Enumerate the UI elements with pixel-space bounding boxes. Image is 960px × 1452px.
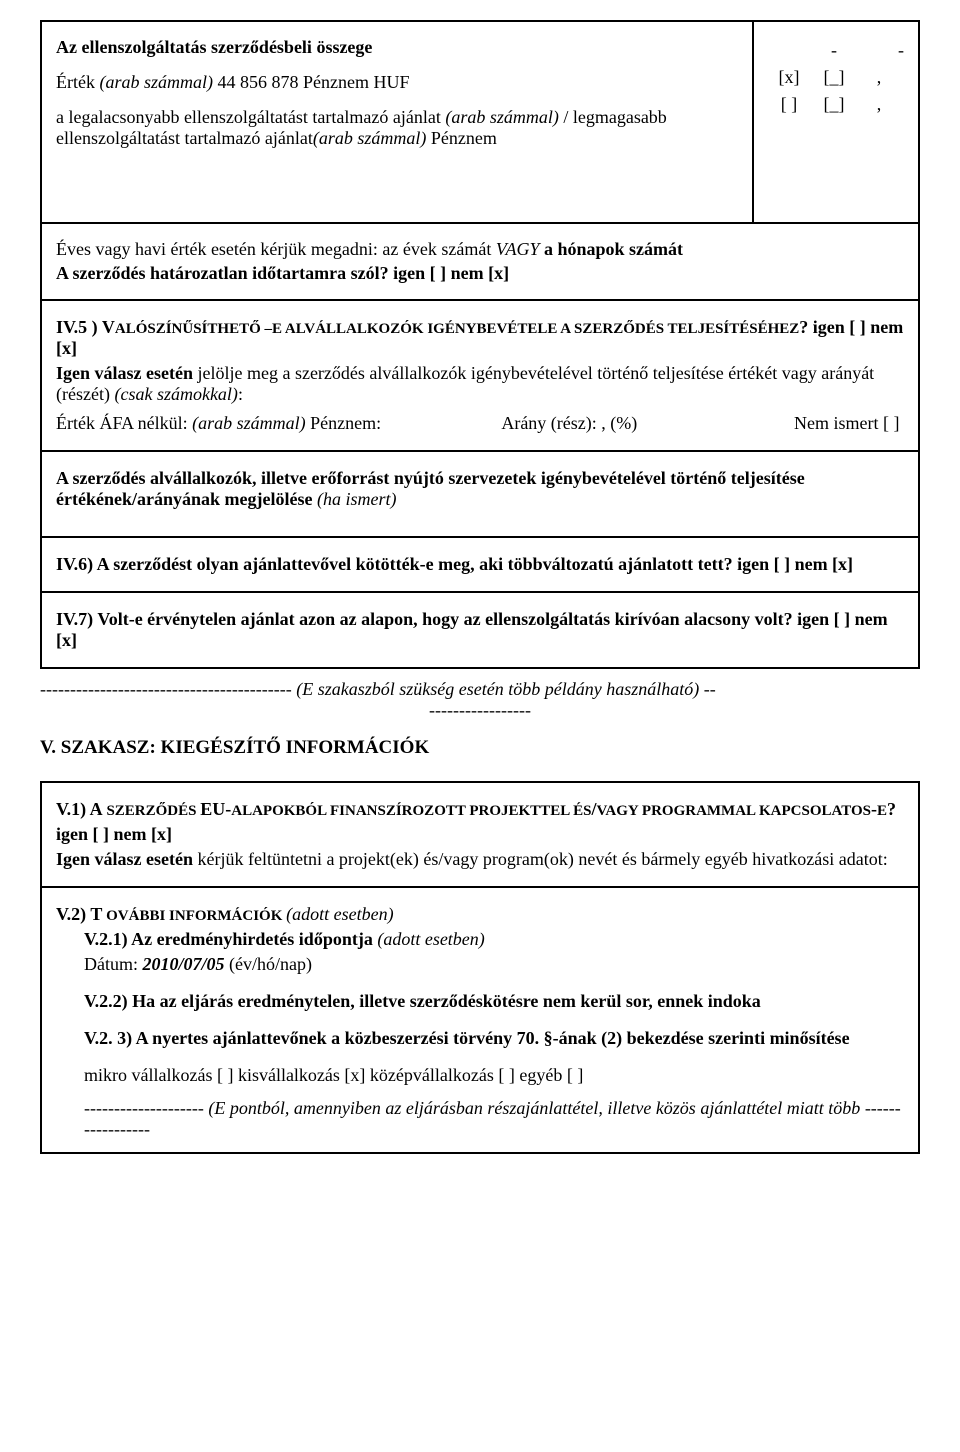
row-iv5: IV.5 ) VALÓSZÍNŰSÍTHETŐ –E ALVÁLLALKOZÓK… bbox=[42, 301, 918, 450]
iv5-desc: Igen válasz esetén jelölje meg a szerződ… bbox=[56, 363, 904, 405]
iv5-title: IV.5 ) VALÓSZÍNŰSÍTHETŐ –E ALVÁLLALKOZÓK… bbox=[56, 317, 904, 359]
t: IV.5 ) V bbox=[56, 317, 115, 337]
eves-line2: A szerződés határozatlan időtartamra szó… bbox=[56, 263, 904, 284]
ertek-line: Érték (arab számmal) 44 856 878 Pénznem … bbox=[56, 72, 744, 93]
t: (csak számokkal) bbox=[114, 384, 237, 404]
top-dashes: - - bbox=[764, 40, 912, 61]
t: (E pontból, amennyiben az eljárásban rés… bbox=[204, 1098, 865, 1118]
t: Igen válasz esetén bbox=[56, 363, 193, 383]
t: Dátum: bbox=[84, 954, 143, 974]
check-row-2: [ ] [_] , bbox=[764, 94, 912, 115]
t: Igen válasz esetén bbox=[56, 849, 193, 869]
row-v1: V.1) A SZERZŐDÉS EU-ALAPOKBÓL FINANSZÍRO… bbox=[42, 783, 918, 886]
v23-options: mikro vállalkozás [ ] kisvállalkozás [x]… bbox=[84, 1065, 904, 1086]
t: E bbox=[877, 803, 887, 819]
t: (arab számmal) bbox=[445, 107, 559, 127]
arany: Arány (rész): , (%) bbox=[501, 413, 794, 434]
page: Az ellenszolgáltatás szerződésbeli össze… bbox=[20, 0, 940, 1174]
t: kérjük feltüntetni a projekt(ek) és/vagy… bbox=[193, 849, 888, 869]
t: V.1) A bbox=[56, 799, 103, 819]
t: OVÁBBI INFORMÁCIÓK bbox=[102, 908, 286, 924]
t: (adott esetben) bbox=[286, 904, 393, 924]
min-max-line: a legalacsonyabb ellenszolgáltatást tart… bbox=[56, 107, 744, 149]
dash: ----------------------------------------… bbox=[40, 679, 292, 699]
check-row-1: [x] [_] , bbox=[764, 67, 912, 88]
checkbox[interactable]: [ ] bbox=[764, 94, 814, 115]
v2-title: V.2) T OVÁBBI INFORMÁCIÓK (adott esetben… bbox=[56, 904, 904, 925]
iv7-text: IV.7) Volt-e érvénytelen ajánlat azon az… bbox=[56, 609, 904, 651]
alvall-text: A szerződés alvállalkozók, illetve erőfo… bbox=[56, 468, 904, 510]
row-eves-havi: Éves vagy havi érték esetén kérjük megad… bbox=[42, 224, 918, 299]
v2-body: V.2.1) Az eredményhirdetés időpontja (ad… bbox=[56, 929, 904, 1140]
section-v-box: V.1) A SZERZŐDÉS EU-ALAPOKBÓL FINANSZÍRO… bbox=[40, 781, 920, 1154]
v1-igen-nem: igen [ ] nem [x] bbox=[56, 824, 904, 845]
t: a legalacsonyabb ellenszolgáltatást tart… bbox=[56, 107, 445, 127]
t: Érték bbox=[56, 72, 99, 92]
ellenszolg-title: Az ellenszolgáltatás szerződésbeli össze… bbox=[56, 37, 744, 58]
heading-v: V. SZAKASZ: KIEGÉSZÍTŐ INFORMÁCIÓK bbox=[40, 737, 920, 759]
t: (ha ismert) bbox=[317, 489, 397, 509]
t: Pénznem bbox=[426, 128, 496, 148]
t: VAGY PROGRAMMAL KAPCSOLATOS bbox=[596, 803, 870, 819]
v21-title: V.2.1) Az eredményhirdetés időpontja (ad… bbox=[84, 929, 904, 950]
t: ALAPOKBÓL FINANSZÍROZOTT PROJEKTTEL ÉS bbox=[231, 803, 591, 819]
checkbox[interactable]: [_] bbox=[814, 94, 854, 115]
checkbox[interactable]: [x] bbox=[764, 67, 814, 88]
dash: -- bbox=[699, 679, 716, 699]
t: (adott esetben) bbox=[377, 929, 484, 949]
dash: - bbox=[854, 40, 912, 61]
t: ? bbox=[887, 799, 896, 819]
t: 2010/07/05 bbox=[143, 954, 225, 974]
t: ALÓSZÍNŰSÍTHETŐ –E ALVÁLLALKOZÓK IGÉNYBE… bbox=[115, 321, 799, 337]
t: 44 856 878 Pénznem HUF bbox=[213, 72, 410, 92]
t: , bbox=[854, 94, 904, 115]
t: (arab számmal) bbox=[192, 413, 306, 433]
eves-line1: Éves vagy havi érték esetén kérjük megad… bbox=[56, 239, 904, 260]
v23-title: V.2. 3) A nyertes ajánlattevőnek a közbe… bbox=[84, 1028, 904, 1049]
nem-ismert: Nem ismert [ ] bbox=[794, 413, 904, 434]
col-right: - - [x] [_] , [ ] [_] , bbox=[752, 22, 918, 222]
ertek-afa: Érték ÁFA nélkül: (arab számmal) Pénznem… bbox=[56, 413, 501, 434]
t: VAGY bbox=[496, 239, 540, 259]
t: (arab számmal) bbox=[313, 128, 427, 148]
v1-title: V.1) A SZERZŐDÉS EU-ALAPOKBÓL FINANSZÍRO… bbox=[56, 799, 904, 820]
t: a hónapok számát bbox=[540, 239, 684, 259]
t: EU- bbox=[200, 799, 231, 819]
t: Pénznem: bbox=[306, 413, 381, 433]
v2-footnote: -------------------- (E pontból, amennyi… bbox=[84, 1098, 904, 1140]
v22-title: V.2.2) Ha az eljárás eredménytelen, ille… bbox=[84, 991, 904, 1012]
dash: -------------------- bbox=[84, 1098, 204, 1118]
iv6-text: IV.6) A szerződést olyan ajánlattevővel … bbox=[56, 554, 904, 575]
dash: ----------------- bbox=[429, 700, 531, 720]
t: (E szakaszból szükség esetén több példán… bbox=[292, 679, 699, 699]
t: V.2.1) Az eredményhirdetés időpontja bbox=[84, 929, 377, 949]
iv5-values: Érték ÁFA nélkül: (arab számmal) Pénznem… bbox=[56, 409, 904, 438]
t: SZERZŐDÉS bbox=[103, 803, 201, 819]
row-v2: V.2) T OVÁBBI INFORMÁCIÓK (adott esetben… bbox=[42, 888, 918, 1152]
t: (év/hó/nap) bbox=[225, 954, 312, 974]
dash: - bbox=[814, 40, 854, 61]
t: V.2) T bbox=[56, 904, 102, 924]
section-note: ----------------------------------------… bbox=[40, 679, 920, 721]
t: , bbox=[854, 67, 904, 88]
v1-desc: Igen válasz esetén kérjük feltüntetni a … bbox=[56, 849, 904, 870]
t: Érték ÁFA nélkül: bbox=[56, 413, 192, 433]
col-left: Az ellenszolgáltatás szerződésbeli össze… bbox=[56, 34, 752, 152]
row-ellenszolgaltatas: Az ellenszolgáltatás szerződésbeli össze… bbox=[42, 22, 918, 222]
section-iv-box: Az ellenszolgáltatás szerződésbeli össze… bbox=[40, 20, 920, 669]
v21-date: Dátum: 2010/07/05 (év/hó/nap) bbox=[84, 954, 904, 975]
t: : bbox=[238, 384, 243, 404]
t: (arab számmal) bbox=[99, 72, 213, 92]
row-alvallalkozok: A szerződés alvállalkozók, illetve erőfo… bbox=[42, 452, 918, 536]
checkbox[interactable]: [_] bbox=[814, 67, 854, 88]
row-iv7: IV.7) Volt-e érvénytelen ajánlat azon az… bbox=[42, 593, 918, 667]
t: A szerződés alvállalkozók, illetve erőfo… bbox=[56, 468, 805, 509]
row-iv6: IV.6) A szerződést olyan ajánlattevővel … bbox=[42, 538, 918, 591]
t: Éves vagy havi érték esetén kérjük megad… bbox=[56, 239, 496, 259]
